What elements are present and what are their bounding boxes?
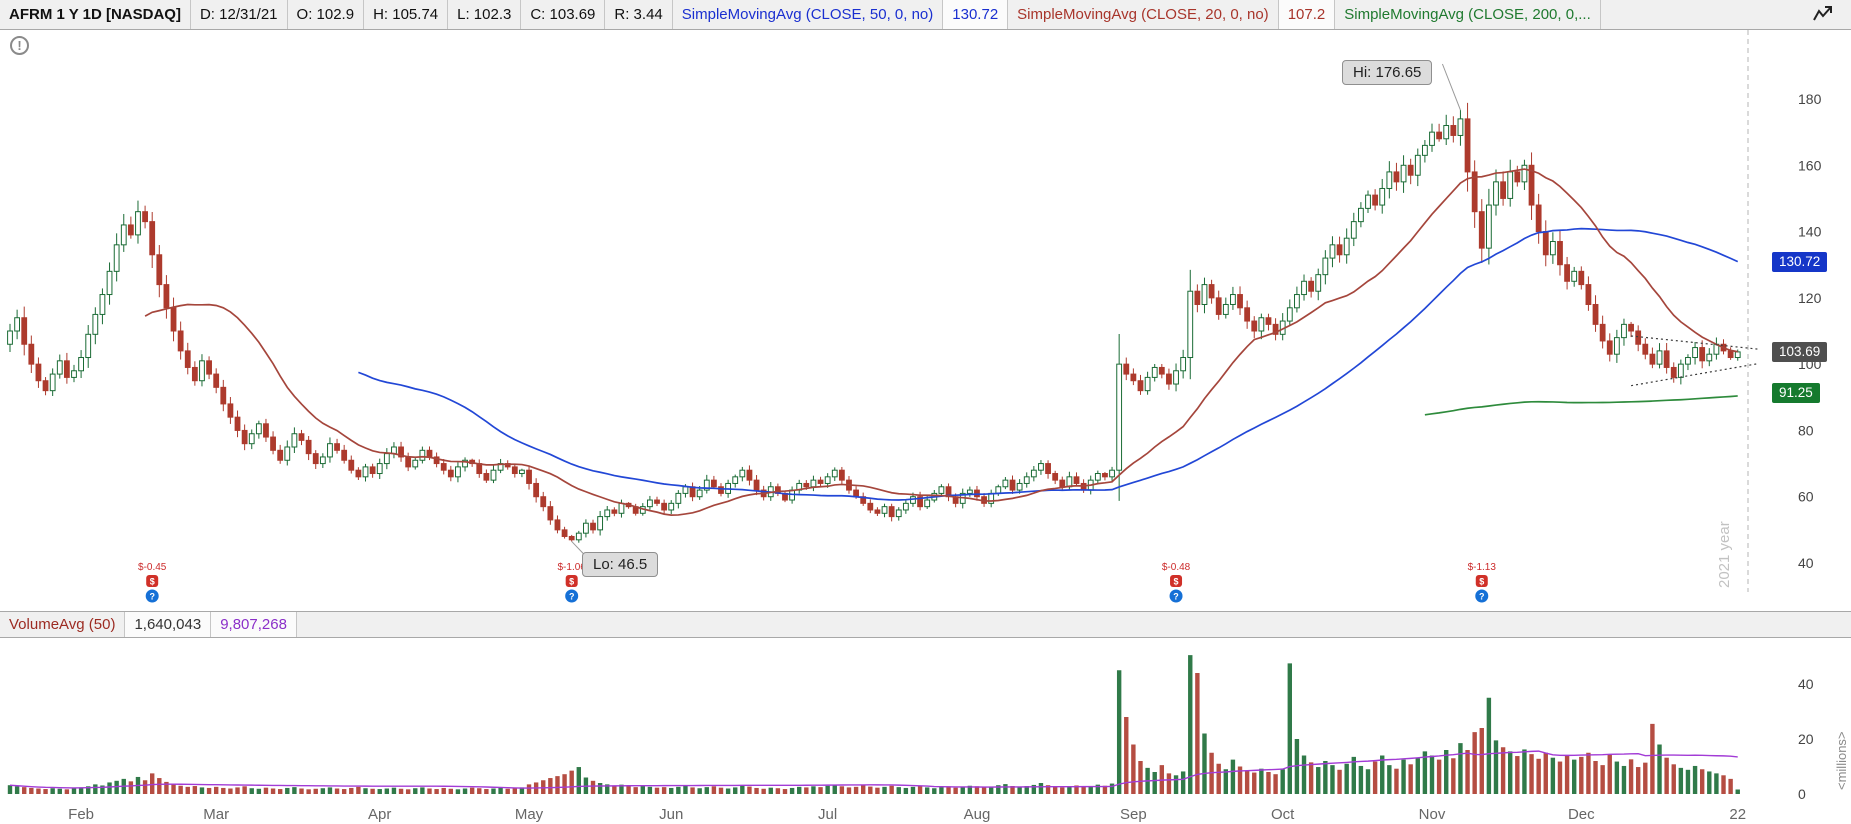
millions-axis-label: <millions> [1834,731,1849,790]
price-axis-label: 180 [1798,91,1822,107]
earnings-icon[interactable] [146,575,159,587]
earnings-marker[interactable]: $-0.48 $? [1162,562,1191,603]
trendline-0[interactable] [1631,335,1760,350]
earnings-label: $-1.13 [1468,562,1497,573]
trendline-1[interactable] [1630,362,1760,387]
date-field: D: 12/31/21 [190,0,288,29]
x-axis-month-label: Feb [68,806,94,823]
x-axis-month-label: Jul [818,806,837,823]
earnings-icon[interactable] [565,575,578,587]
earnings-icon[interactable] [1170,575,1183,587]
svg-text:?: ? [149,592,155,602]
symbol-timeframe[interactable]: AFRM 1 Y 1D [NASDAQ] [0,0,191,29]
x-axis-month-label: Dec [1568,806,1595,823]
sma20-study-value: 107.2 [1278,0,1336,29]
chart-tool-icon[interactable] [1811,3,1835,27]
x-axis-month-label: Oct [1271,806,1295,823]
price-axis-label: 140 [1798,224,1822,240]
hi-connector [1441,63,1461,111]
question-icon[interactable] [1475,589,1489,603]
sma200-study-label[interactable]: SimpleMovingAvg (CLOSE, 200, 0,... [1335,0,1601,29]
sma200-price-badge: 91.25 [1772,383,1820,404]
earnings-label: $-0.48 [1162,562,1191,573]
sma50-study-value: 130.72 [943,0,1009,29]
svg-text:$: $ [569,577,574,587]
svg-text:$: $ [1479,577,1484,587]
volume-axis-label: 20 [1798,731,1814,747]
earnings-marker[interactable]: $-1.06 $? [558,562,587,603]
volume-avg-study-label[interactable]: VolumeAvg (50) [0,612,126,637]
price-axis-label: 40 [1798,555,1814,571]
earnings-marker[interactable]: $-1.13 $? [1468,562,1497,603]
volume-current-value: 1,640,043 [125,612,212,637]
price-axis-label: 120 [1798,290,1822,306]
lo-connector [571,541,585,555]
low-field: L: 102.3 [448,0,522,29]
volume-axis-label: 0 [1798,786,1806,802]
svg-text:?: ? [1173,592,1179,602]
volume-average-value: 9,807,268 [211,612,297,637]
x-axis-month-label: May [515,806,544,823]
sma-20-line [144,168,1738,516]
info-icon[interactable]: ! [10,36,29,55]
x-axis-month-label: Sep [1120,806,1147,823]
svg-text:$: $ [1174,577,1179,587]
volume-axis-label: 40 [1798,676,1814,692]
volume-header: VolumeAvg (50) 1,640,043 9,807,268 [0,611,1851,638]
x-axis-month-label: Nov [1419,806,1446,823]
question-icon[interactable] [1169,589,1183,603]
year-divider-label: 2021 year [1716,521,1733,588]
volume-avg-line [9,750,1738,789]
close-field: C: 103.69 [521,0,606,29]
price-axis-label: 80 [1798,422,1814,438]
hi-annotation: Hi: 176.65 [1342,60,1433,85]
range-field: R: 3.44 [605,0,673,29]
x-axis-month-label: 22 [1729,806,1746,823]
lo-annotation: Lo: 46.5 [582,552,659,577]
svg-text:$: $ [150,577,155,587]
x-axis-month-label: Apr [368,806,391,823]
price-axis-label: 60 [1798,489,1814,505]
toolbar: AFRM 1 Y 1D [NASDAQ] D: 12/31/21 O: 102.… [0,0,1851,30]
svg-text:?: ? [1479,592,1485,602]
question-icon[interactable] [565,589,579,603]
volume-bars [7,655,1740,794]
sma-200-line [1424,395,1738,416]
open-field: O: 102.9 [287,0,365,29]
x-axis-month-label: Aug [964,806,991,823]
svg-text:?: ? [569,592,575,602]
high-field: H: 105.74 [364,0,449,29]
earnings-marker[interactable]: $-0.45 $? [138,562,167,603]
candles [7,102,1741,543]
sma50-price-badge: 130.72 [1772,252,1828,273]
sma20-study-label[interactable]: SimpleMovingAvg (CLOSE, 20, 0, no) [1008,0,1279,29]
price-axis-label: 160 [1798,157,1822,173]
sma-50-line [358,227,1739,501]
sma50-study-label[interactable]: SimpleMovingAvg (CLOSE, 50, 0, no) [672,0,944,29]
earnings-label: $-1.06 [558,562,587,573]
question-icon[interactable] [145,589,159,603]
earnings-label: $-0.45 [138,562,167,573]
last-price-badge: 103.69 [1772,341,1828,362]
earnings-icon[interactable] [1475,575,1488,587]
x-axis-month-label: Jun [659,806,683,823]
x-axis-month-label: Mar [203,806,229,823]
